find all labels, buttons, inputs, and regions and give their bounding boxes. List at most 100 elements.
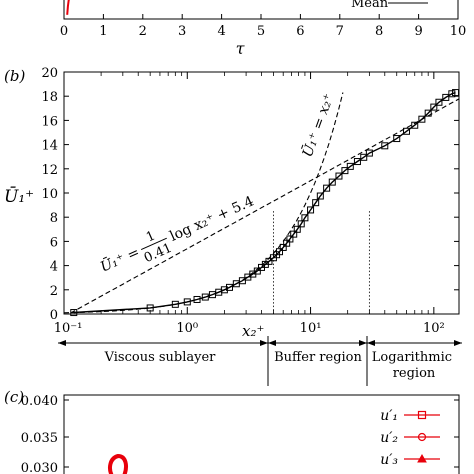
region-logarithmic-line-2: region [393,366,436,381]
panel-b-data-point [424,109,432,117]
panel-a-x-ticks: 0 1 2 3 4 5 6 7 8 9 10 [60,14,466,39]
panel-b-data-point [70,309,78,317]
panel-b-data-point [430,103,438,111]
panel-b-letter: (b) [4,67,25,85]
panel-b-y-tick-label: 4 [50,260,58,275]
panel-b-y-tick-label: 6 [50,235,58,250]
region-logarithmic-line-1: Logarithmic [372,350,452,365]
log-law-annotation: Ū₁⁺ = 1 0.41 log x₂⁺ + 5.4 [97,193,257,276]
panel-b-y-tick-label: 18 [41,90,58,105]
panel-b-data-point [265,257,273,265]
region-arrowhead-1b [268,340,276,346]
region-buffer: Buffer region [274,350,362,365]
region-arrowhead-2a [359,340,367,346]
panel-b-y-tick-label: 12 [41,163,58,178]
panel-b-data-point [220,286,228,294]
panel-b-data-point [312,199,320,207]
panel-a-x-tick-label: 5 [257,24,265,39]
region-arrowhead-1a [260,340,268,346]
panel-a-x-tick-label: 0 [60,24,68,39]
panel-c-y-tick-label: 0.040 [21,394,58,409]
panel-b-data-point [146,304,154,312]
panel-b-data-point [346,162,354,170]
panel-c-legend-circle-marker [417,432,427,442]
region-logarithmic: Logarithmic region [372,350,456,381]
panel-b-data-point [323,184,331,192]
panel-b-data-point [316,192,324,200]
panel-c-legend-label: u′₁ [380,408,398,424]
panel-b-data-point [435,98,443,106]
panel-b-data-point [353,158,361,166]
log-law-rest: log x₂⁺ + 5.4 [168,193,257,244]
panel-b-y-tick-label: 0 [50,308,58,323]
panel-b-x-tick-label: 10¹ [300,321,322,336]
log-law-lhs: Ū₁⁺ = [97,243,142,276]
linear-law-annotation: Ū₁⁺ = x₂⁺ [298,91,338,159]
log-law-denominator: 0.41 [142,241,175,266]
panel-b-y-tick-label: 16 [41,114,58,129]
panel-b-x-axis-label: x₂⁺ [242,322,264,340]
region-viscous-sublayer: Viscous sublayer [104,350,217,365]
panel-c-legend: u′₁ u′₂ u′₃ [380,408,440,468]
panel-a-x-tick-label: 3 [178,24,186,39]
panel-b-data-point [418,115,426,123]
panel-b-y-tick-label: 14 [41,139,58,154]
panel-b-data-point [297,220,305,228]
panel-b-data-point [253,267,261,275]
panel-b-data-point [225,283,233,291]
panel-a-x-axis-label: τ [236,39,246,58]
panel-b-data-point [286,235,294,243]
panel-c-y-ticks: 0.040 0.035 0.030 [21,394,459,474]
panel-b-data-point [448,90,456,98]
panel-b-y-axis-label: Ū₁⁺ [4,186,34,207]
panel-b-data-point [360,153,368,161]
panel-b-data-point [442,93,450,101]
panel-b-data-point [307,206,315,214]
panel-b-data-point [335,172,343,180]
panel-b-y-ticks: 0 2 4 6 8 10 12 14 16 18 20 [41,66,459,323]
panel-b-series-markers [70,89,460,317]
panel-a-x-tick-label: 8 [375,24,383,39]
panel-c-y-tick-label: 0.035 [21,431,58,446]
panel-b-data-point [402,127,410,135]
panel-b-x-tick-label: 10⁻¹ [54,321,83,336]
panel-b-x-ticks: 10⁻¹ 10⁰ 10¹ 10² [54,72,445,336]
panel-b-series-line [73,91,456,314]
panel-c: (c) 0.040 0.035 0.030 u′₁ u′₂ u′₃ [4,388,460,474]
panel-b-x-tick-label: 10⁰ [176,321,198,336]
panel-c-legend-label: u′₃ [380,452,398,468]
panel-b-data-point [193,295,201,303]
panel-b-data-point [393,135,401,143]
panel-b-y-tick-label: 10 [41,187,58,202]
panel-b-data-point [276,248,284,256]
panel-b-data-point [301,214,309,222]
panel-b-data-point [328,178,336,186]
region-bar-right-arrowhead [454,340,462,346]
panel-b-y-tick-label: 20 [41,66,58,81]
panel-a-legend-mean-label: Mean [351,0,389,11]
panel-b-x-tick-label: 10² [423,321,445,336]
panel-a-x-tick-label: 6 [296,24,304,39]
panel-b-data-point [171,300,179,308]
region-arrowhead-2b [367,340,375,346]
panel-c-series-curve [108,453,128,474]
panel-c-legend-label: u′₂ [380,430,398,446]
region-bar-left-arrowhead [58,340,66,346]
panel-b-frame [63,71,460,315]
panel-a-x-tick-label: 2 [139,24,147,39]
panel-a-x-tick-label: 9 [414,24,422,39]
panel-b-data-point [365,149,373,157]
panel-b-data-point [183,298,191,306]
panel-a-x-tick-label: 7 [336,24,344,39]
panel-a: 0 1 2 3 4 5 6 7 8 9 10 Mean τ [60,0,466,58]
panel-b-data-point [290,230,298,238]
region-bar: Viscous sublayer Buffer region Logarithm… [58,336,462,386]
panel-a-series-line [66,0,70,15]
panel-c-legend-square-marker [417,410,427,420]
panel-c-y-tick-label: 0.030 [21,461,58,474]
log-law-fraction-bar [140,237,167,250]
panel-b-data-point [341,167,349,175]
panel-b-region-boundaries [273,211,370,314]
panel-c-frame [63,394,460,474]
